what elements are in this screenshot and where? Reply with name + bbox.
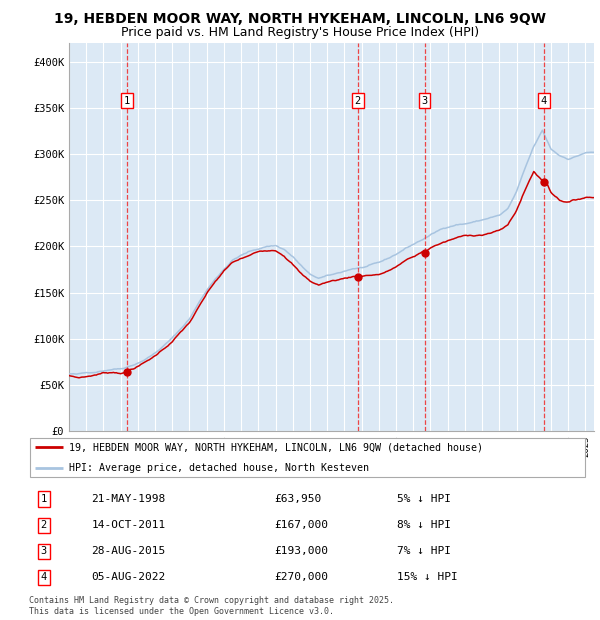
Text: HPI: Average price, detached house, North Kesteven: HPI: Average price, detached house, Nort…: [69, 463, 369, 473]
Text: Price paid vs. HM Land Registry's House Price Index (HPI): Price paid vs. HM Land Registry's House …: [121, 26, 479, 39]
Text: 2: 2: [41, 520, 47, 530]
Text: 05-AUG-2022: 05-AUG-2022: [92, 572, 166, 582]
Text: 14-OCT-2011: 14-OCT-2011: [92, 520, 166, 530]
Text: £63,950: £63,950: [274, 494, 321, 504]
Text: 19, HEBDEN MOOR WAY, NORTH HYKEHAM, LINCOLN, LN6 9QW (detached house): 19, HEBDEN MOOR WAY, NORTH HYKEHAM, LINC…: [69, 442, 483, 452]
Text: £193,000: £193,000: [274, 546, 328, 556]
Text: 4: 4: [541, 95, 547, 105]
Text: 28-AUG-2015: 28-AUG-2015: [92, 546, 166, 556]
FancyBboxPatch shape: [30, 438, 585, 477]
Text: 19, HEBDEN MOOR WAY, NORTH HYKEHAM, LINCOLN, LN6 9QW: 19, HEBDEN MOOR WAY, NORTH HYKEHAM, LINC…: [54, 12, 546, 27]
Text: 3: 3: [41, 546, 47, 556]
Text: 4: 4: [41, 572, 47, 582]
Text: 3: 3: [421, 95, 428, 105]
Text: £167,000: £167,000: [274, 520, 328, 530]
Text: 5% ↓ HPI: 5% ↓ HPI: [397, 494, 451, 504]
Text: 8% ↓ HPI: 8% ↓ HPI: [397, 520, 451, 530]
Text: 1: 1: [124, 95, 130, 105]
Text: £270,000: £270,000: [274, 572, 328, 582]
Text: 2: 2: [355, 95, 361, 105]
Text: 21-MAY-1998: 21-MAY-1998: [92, 494, 166, 504]
Text: 15% ↓ HPI: 15% ↓ HPI: [397, 572, 458, 582]
Text: 1: 1: [41, 494, 47, 504]
Text: Contains HM Land Registry data © Crown copyright and database right 2025.
This d: Contains HM Land Registry data © Crown c…: [29, 596, 394, 616]
Text: 7% ↓ HPI: 7% ↓ HPI: [397, 546, 451, 556]
